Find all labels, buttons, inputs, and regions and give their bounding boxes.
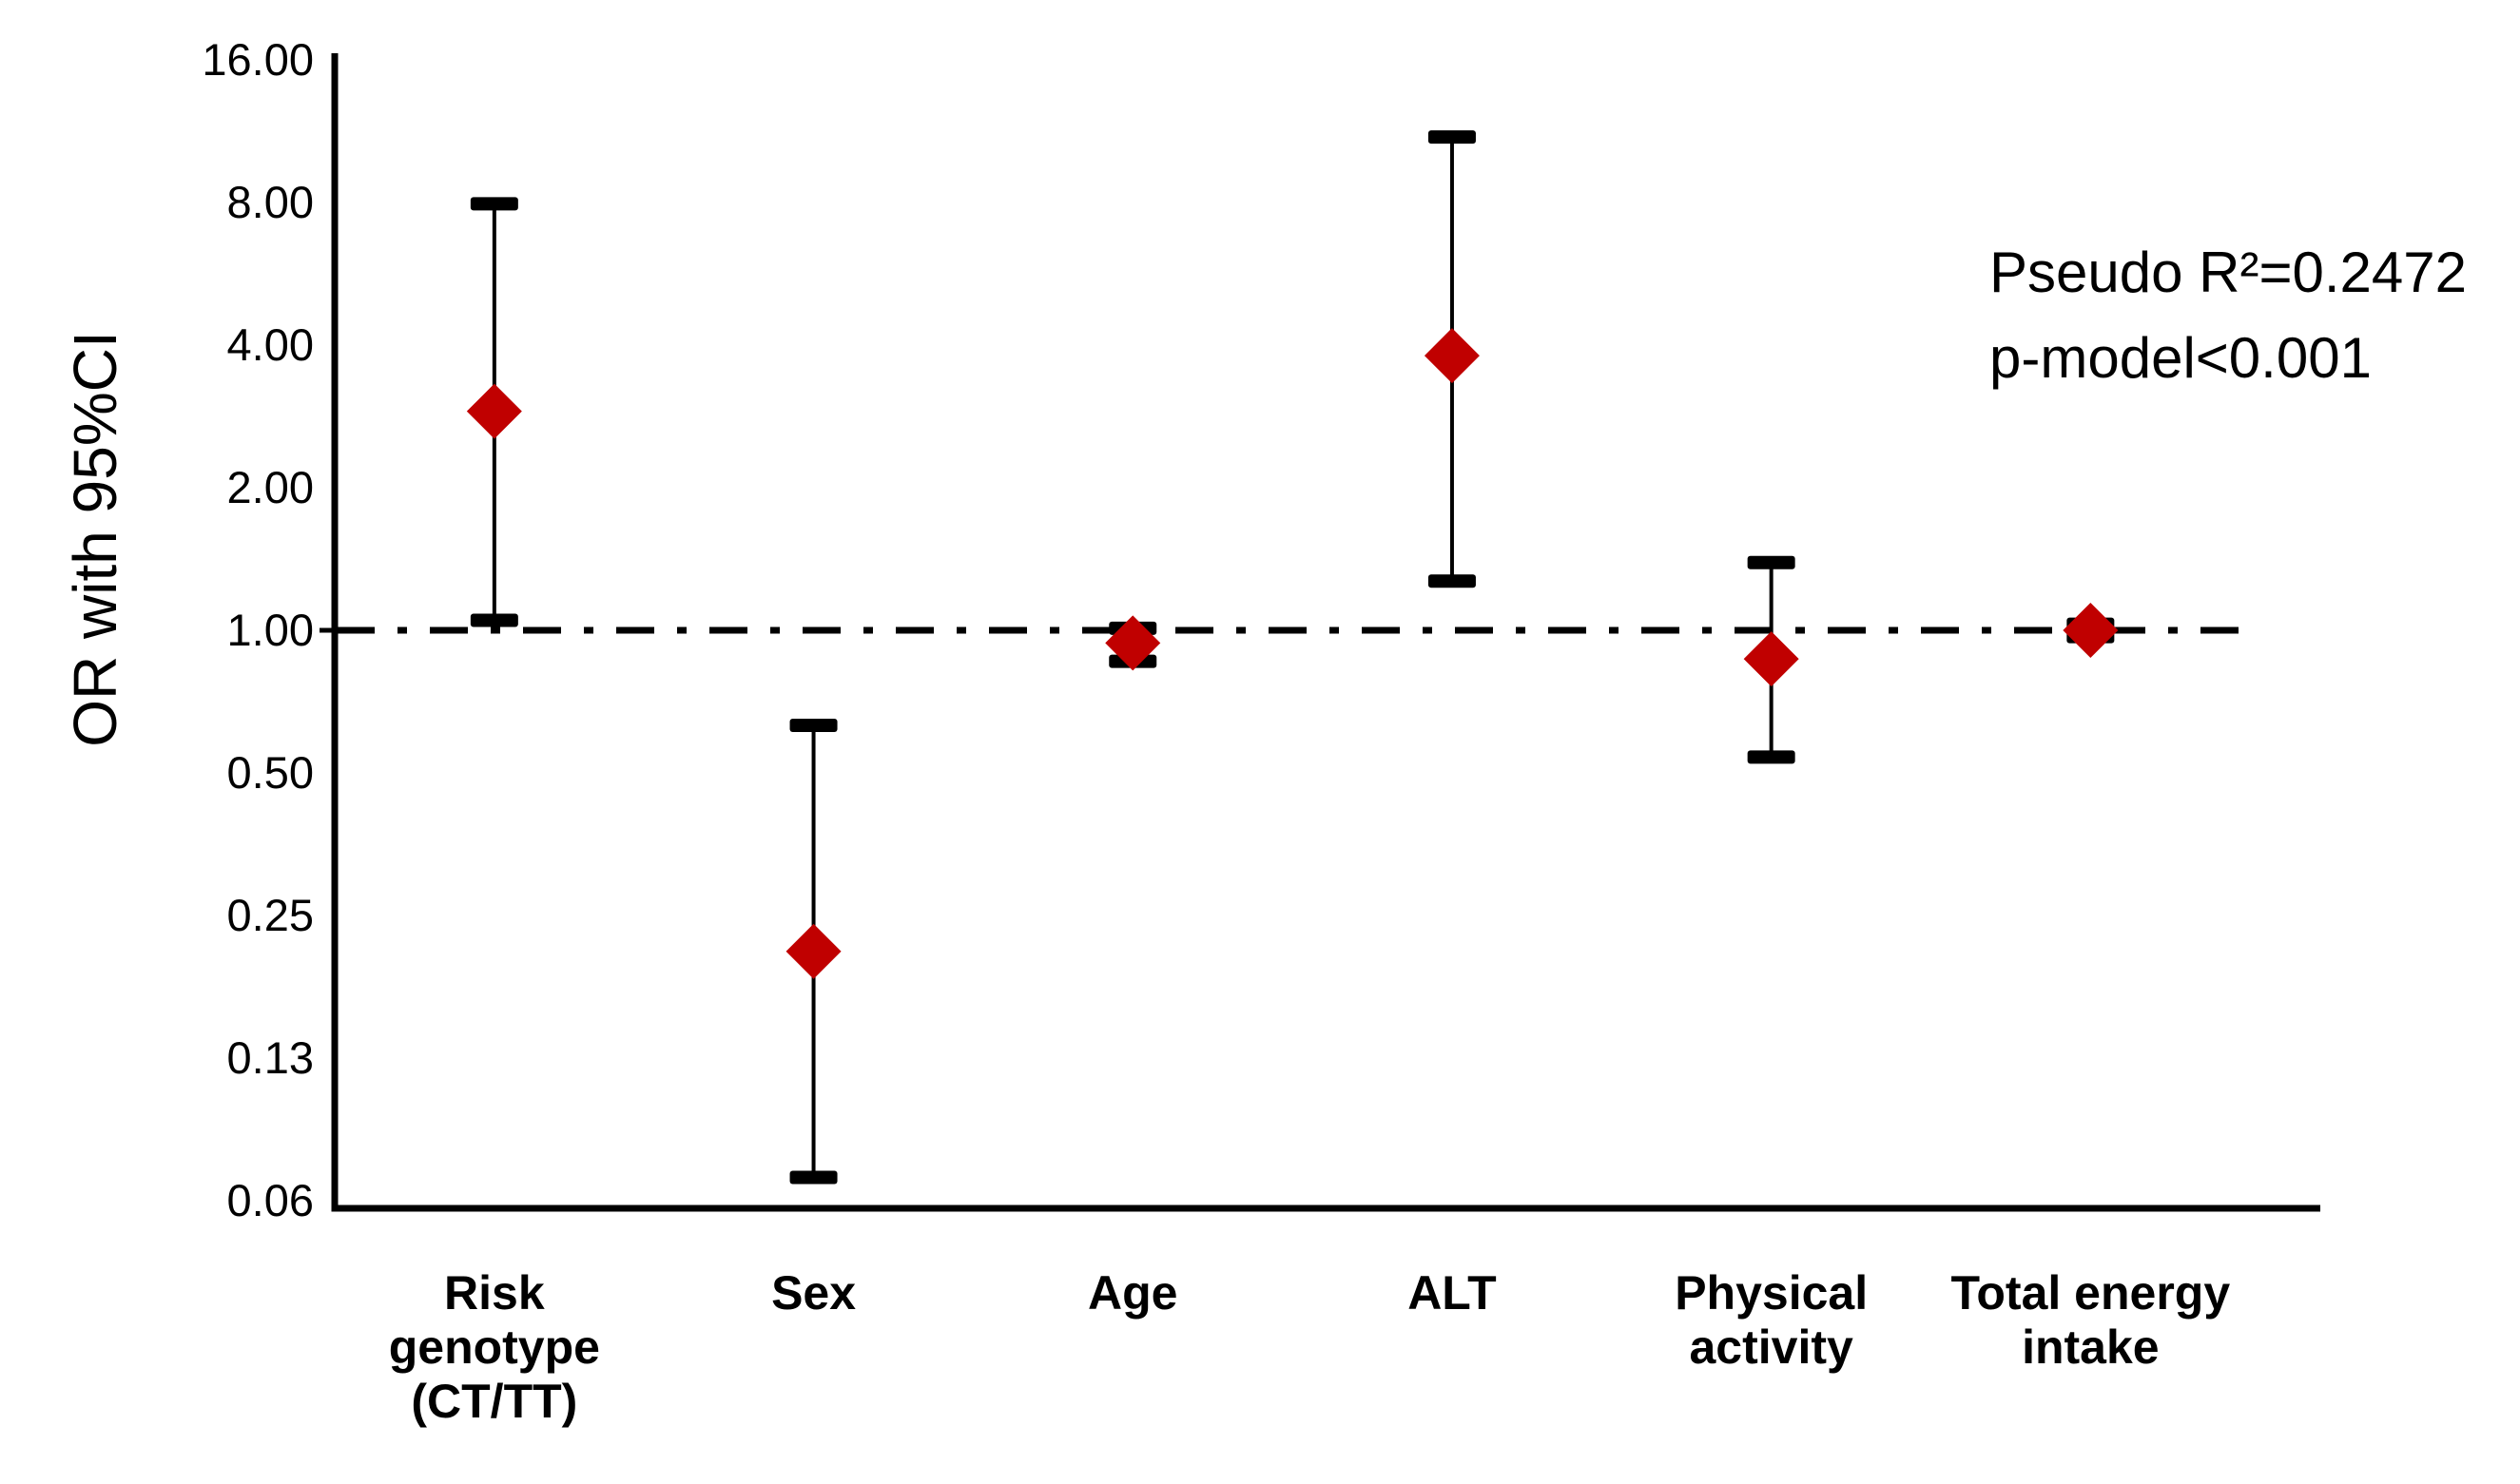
x-category-label: intake (2022, 1320, 2160, 1374)
ci-lower-cap-3 (1427, 574, 1476, 588)
ci-upper-cap-4 (1747, 555, 1795, 569)
x-category-label: activity (1689, 1320, 1853, 1374)
y-axis-title: OR with 95%CI (61, 331, 129, 747)
x-category-label: Physical (1675, 1266, 1868, 1320)
pseudo-r2-text: Pseudo R²=0.2472 (1989, 241, 2468, 304)
x-category-label: Total energy (1951, 1266, 2231, 1320)
ci-upper-cap-0 (470, 197, 518, 211)
ci-lower-cap-0 (470, 613, 518, 627)
y-tick-label-8.00: 8.00 (227, 177, 314, 227)
or-diamond-0 (466, 383, 522, 439)
y-tick-label-16.00: 16.00 (202, 34, 314, 85)
y-tick-label-2.00: 2.00 (227, 462, 314, 512)
or-diamond-5 (2063, 603, 2119, 658)
y-tick-label-0.06: 0.06 (227, 1175, 314, 1225)
x-category-label: Sex (771, 1266, 856, 1320)
or-diamond-1 (785, 923, 842, 979)
or-diamond-3 (1424, 328, 1480, 384)
x-category-label: Age (1088, 1266, 1177, 1320)
y-tick-label-0.25: 0.25 (227, 890, 314, 940)
ci-lower-cap-1 (789, 1170, 838, 1185)
ci-upper-cap-1 (789, 718, 838, 732)
y-tick-label-4.00: 4.00 (227, 319, 314, 370)
or-diamond-4 (1743, 631, 1799, 687)
x-category-label: ALT (1407, 1266, 1496, 1320)
p-model-text: p-model<0.001 (1989, 326, 2372, 390)
x-category-label: (CT/TT) (411, 1375, 577, 1428)
ci-lower-cap-4 (1747, 750, 1795, 764)
x-category-label: Risk (444, 1266, 545, 1320)
y-tick-label-0.50: 0.50 (227, 747, 314, 798)
or-diamond-2 (1105, 615, 1161, 671)
ci-upper-cap-3 (1427, 130, 1476, 145)
model-stats-annotation: Pseudo R²=0.2472 p-model<0.001 (1989, 230, 2467, 401)
x-category-label: genotype (389, 1320, 600, 1374)
y-tick-label-0.13: 0.13 (227, 1032, 314, 1083)
y-tick-label-1.00: 1.00 (227, 605, 314, 655)
